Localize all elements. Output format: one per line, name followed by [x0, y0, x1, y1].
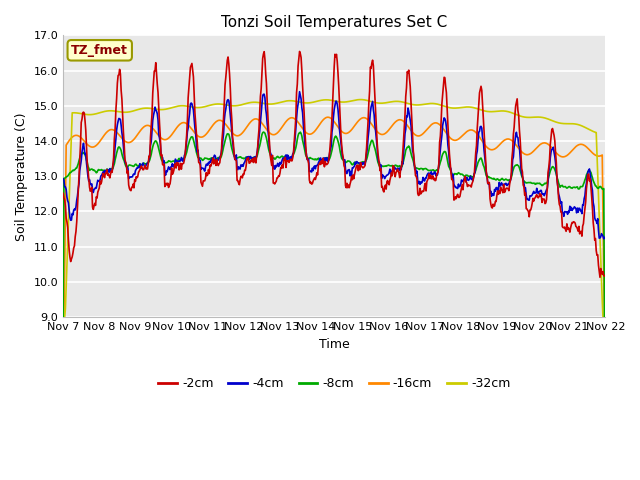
X-axis label: Time: Time: [319, 337, 349, 350]
Text: TZ_fmet: TZ_fmet: [71, 44, 128, 57]
Y-axis label: Soil Temperature (C): Soil Temperature (C): [15, 112, 28, 240]
Title: Tonzi Soil Temperatures Set C: Tonzi Soil Temperatures Set C: [221, 15, 447, 30]
Legend: -2cm, -4cm, -8cm, -16cm, -32cm: -2cm, -4cm, -8cm, -16cm, -32cm: [153, 372, 515, 396]
